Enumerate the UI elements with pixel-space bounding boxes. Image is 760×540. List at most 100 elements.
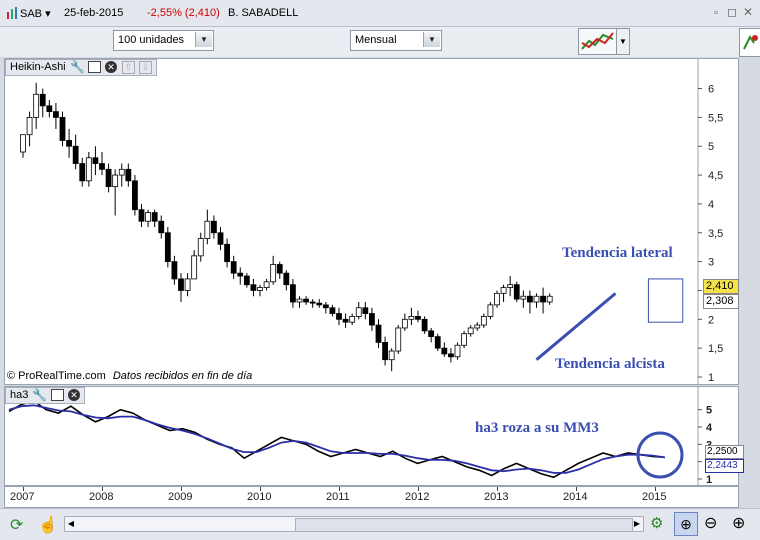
candle-body [316,302,323,306]
osc-y-tick-label: 5 [706,405,712,417]
candle-body [309,301,316,304]
candle-body [66,140,72,147]
restore-icon[interactable]: ▫ [713,5,719,19]
window-icon[interactable] [51,389,64,401]
candle-body [276,264,283,274]
x-tick-label: 2015 [642,491,667,503]
candle-body [349,316,356,323]
arrow-up-icon[interactable]: ⇧ [122,61,135,74]
y-tick-label: 5 [708,141,714,153]
source-label: © ProRealTime.com [7,370,106,382]
price-panel[interactable]: 65,554,543,532,521,51 Heikin-Ashi 🔧 ✕ ⇧ … [4,58,739,385]
y-tick-label: 1,5 [708,343,723,355]
title-bar: SAB ▾ 25-feb-2015 -2,55% (2,410) B. SABA… [0,0,760,27]
y-tick-label: 1 [708,372,714,384]
horizontal-scrollbar[interactable]: ◀ ▶ [64,516,644,532]
x-tick [181,487,182,491]
chevron-down-icon: ▼ [423,32,440,47]
x-tick-label: 2009 [168,491,193,503]
y-tick-label: 6 [708,84,714,96]
period-select[interactable]: Mensual ▼ [350,30,442,51]
candle-body [520,295,527,300]
symbol-dropdown[interactable]: SAB ▾ [20,8,51,20]
close-icon[interactable]: ✕ [105,61,117,73]
scroll-right-icon[interactable]: ▶ [633,519,641,528]
candle-body [322,304,329,309]
scroll-left-icon[interactable]: ◀ [67,519,75,528]
candle-body [507,284,514,288]
zoom-fit-icon[interactable]: ⊕ [674,512,698,536]
units-select[interactable]: 100 unidades ▼ [113,30,214,51]
close-icon[interactable]: ✕ [742,5,754,19]
osc-y-tick-label: 1 [706,474,712,485]
candle-body [53,111,59,118]
candle-body [342,318,349,323]
lateral-range-box [647,278,684,323]
candle-body [46,105,53,113]
oscillator-chart: 54321 [8,387,713,485]
candle-body [369,313,375,326]
scroll-thumb[interactable] [295,518,633,532]
candle-body [448,353,454,358]
refresh-icon[interactable]: ⟳ [10,517,24,534]
cursor-icon[interactable]: ☝ [38,517,58,534]
candle-body [395,327,402,352]
candle-body [171,261,178,280]
candle-body [290,284,296,303]
candle-body [237,272,244,277]
chart-type-button[interactable] [578,28,618,55]
candle-body [184,278,191,291]
instrument-label: B. SABADELL [228,7,299,19]
candle-body [421,318,428,332]
x-axis: 2007 2008 2009 2010 2011 2012 2013 2014 2015 [4,486,739,508]
window-icon[interactable] [88,61,101,73]
chart-settings-icon[interactable]: ⚙ [650,515,664,532]
candle-body [26,116,33,136]
wrench-icon[interactable]: 🔧 [70,60,85,74]
ha3-line [8,400,666,479]
candle-body [375,324,382,343]
annotation-alcista: Tendencia alcista [555,356,665,372]
data-note: Datos recibidos en fin de día [112,370,253,382]
units-value: 100 unidades [118,34,185,46]
ha3-value-badge: 2,2500 [705,445,744,459]
toolbar: 100 unidades ▼ Mensual ▼ ▼ [0,27,760,57]
wrench-icon[interactable]: 🔧 [32,388,47,402]
side-tool-button[interactable] [739,28,760,57]
x-tick-label: 2014 [563,491,588,503]
price-chart: 65,554,543,532,521,51 [20,59,723,384]
mm3-line [8,404,666,474]
zoom-in-icon[interactable]: ⊕ [732,515,746,532]
candle-body [500,287,507,294]
chart-type-dropdown[interactable]: ▼ [616,28,630,55]
candle-body [303,298,309,303]
candle-body [494,292,500,306]
x-tick-label: 2010 [247,491,272,503]
x-tick [339,487,340,491]
chart-type-icon [581,32,614,50]
candle-body [20,134,26,153]
candle-body [533,295,540,303]
bottom-bar: ⟳ ☝ ◀ ▶ ⚙ ⊕ ⊖ ⊕ [0,508,760,540]
candle-body [224,243,230,263]
candle-body [164,232,171,263]
oscillator-label: ha3 [10,389,29,401]
zoom-out-icon[interactable]: ⊖ [704,515,718,532]
candle-body [487,304,494,317]
x-tick [655,487,656,491]
close-icon[interactable]: ✕ [68,389,80,401]
candle-body [250,284,257,291]
candle-body [454,344,461,358]
candle-body [270,264,277,283]
candle-body [92,157,99,164]
oscillator-panel[interactable]: 54321 ha3 🔧 ✕ ha3 roza a su MM3 2,2500 2… [4,386,744,486]
candle-body [204,220,211,239]
maximize-icon[interactable]: ◻ [727,5,737,19]
x-tick [260,487,261,491]
arrow-down-icon[interactable]: ⇩ [139,61,152,74]
candle-body [283,272,290,286]
candle-body [79,163,86,182]
x-tick-label: 2011 [326,491,350,503]
candle-body [527,295,533,303]
x-tick [497,487,498,491]
